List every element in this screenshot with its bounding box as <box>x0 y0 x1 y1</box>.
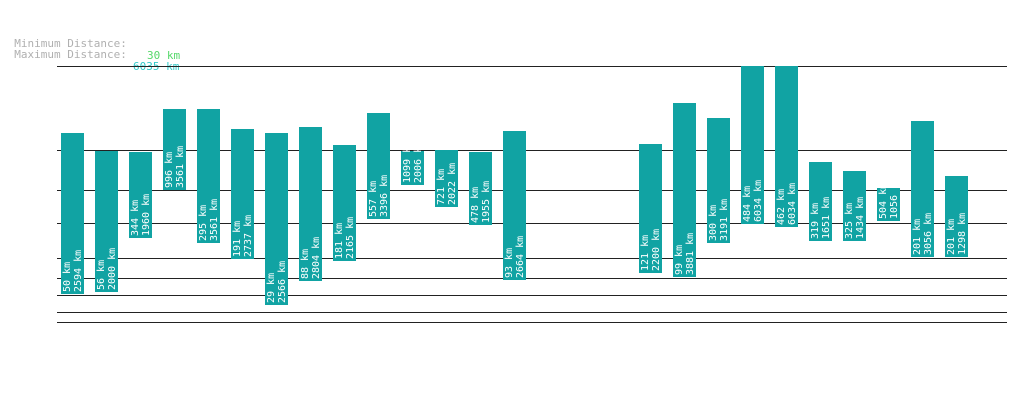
bar-18 <box>741 66 764 224</box>
bar-3-max-label: 1960 km <box>141 194 152 236</box>
bar-4-min-label: 996 km <box>164 152 175 188</box>
bar-18-min-label: 484 km <box>742 186 753 222</box>
bar-19 <box>775 66 798 227</box>
bar-13-min-label: 478 km <box>470 187 481 223</box>
bar-22-min-label: 504 km <box>878 183 889 219</box>
bar-1-min-label: 50 km <box>62 262 73 292</box>
bar-8-min-label: 88 km <box>300 249 311 279</box>
bar-14 <box>503 131 526 280</box>
bar-5-min-label: 295 km <box>198 205 209 241</box>
bar-8-max-label: 2804 km <box>311 237 322 279</box>
bar-4 <box>163 109 186 190</box>
bar-24 <box>945 176 968 257</box>
bar-16-max-label: 3881 km <box>685 233 696 275</box>
bar-14-min-label: 93 km <box>504 248 515 278</box>
bar-2-min-label: 56 km <box>96 260 107 290</box>
bar-10-max-label: 3396 km <box>379 175 390 217</box>
bar-17 <box>707 118 730 243</box>
bar-2 <box>95 151 118 292</box>
bar-9 <box>333 145 356 261</box>
bar-23-max-label: 3056 km <box>923 213 934 255</box>
bar-6-max-label: 2737 km <box>243 215 254 257</box>
bar-21-max-label: 1434 km <box>855 197 866 239</box>
bar-23 <box>911 121 934 257</box>
bar-13-max-label: 1955 km <box>481 181 492 223</box>
bar-5 <box>197 109 220 243</box>
bar-2-max-label: 2000 km <box>107 248 118 290</box>
bar-24-max-label: 1298 km <box>957 213 968 255</box>
bar-7-min-label: 29 km <box>266 273 277 303</box>
bar-15 <box>639 144 662 273</box>
bar-9-max-label: 2165 km <box>345 217 356 259</box>
bar-23-min-label: 201 km <box>912 219 923 255</box>
bar-22 <box>877 188 900 221</box>
bar-10 <box>367 113 390 219</box>
bar-11-min-label: 1099 km <box>402 141 413 183</box>
bar-15-max-label: 2200 km <box>651 229 662 271</box>
bar-1 <box>61 133 84 294</box>
bar-14-max-label: 2664 km <box>515 236 526 278</box>
bar-17-max-label: 3191 km <box>719 199 730 241</box>
bar-16 <box>673 103 696 277</box>
bar-8 <box>299 127 322 281</box>
bar-17-min-label: 300 km <box>708 205 719 241</box>
bar-12-max-label: 2022 km <box>447 163 458 205</box>
bar-20-max-label: 1651 km <box>821 197 832 239</box>
bar-19-min-label: 462 km <box>776 189 787 225</box>
bar-6 <box>231 129 254 259</box>
bar-5-max-label: 3561 km <box>209 199 220 241</box>
bar-22-max-label: 1056 km <box>889 177 900 219</box>
bar-12-min-label: 721 km <box>436 169 447 205</box>
bar-9-min-label: 181 km <box>334 223 345 259</box>
bar-6-min-label: 191 km <box>232 221 243 257</box>
bar-21 <box>843 171 866 241</box>
bar-11-max-label: 2006 km <box>413 141 424 183</box>
min-distance-value: 30 km <box>147 49 181 62</box>
bar-7 <box>265 133 288 305</box>
max-distance-label: Maximum Distance: <box>14 48 127 61</box>
bar-15-min-label: 121 km <box>640 235 651 271</box>
bar-4-max-label: 3561 km <box>175 146 186 188</box>
min-distance-row: Minimum Distance: 30 km <box>1 26 180 62</box>
bar-21-min-label: 325 km <box>844 203 855 239</box>
bar-1-max-label: 2594 km <box>73 250 84 292</box>
bar-3 <box>129 152 152 238</box>
bar-13 <box>469 152 492 225</box>
bar-3-min-label: 344 km <box>130 200 141 236</box>
bar-10-min-label: 557 km <box>368 181 379 217</box>
bar-16-min-label: 99 km <box>674 245 685 275</box>
bar-18-max-label: 6034 km <box>753 180 764 222</box>
bar-20-min-label: 319 km <box>810 203 821 239</box>
bar-19-max-label: 6034 km <box>787 183 798 225</box>
bar-11 <box>401 151 424 185</box>
min-distance-label: Minimum Distance: <box>14 37 127 50</box>
bar-20 <box>809 162 832 241</box>
bar-12 <box>435 150 458 207</box>
bar-7-max-label: 2566 km <box>277 261 288 303</box>
bar-24-min-label: 201 km <box>946 219 957 255</box>
